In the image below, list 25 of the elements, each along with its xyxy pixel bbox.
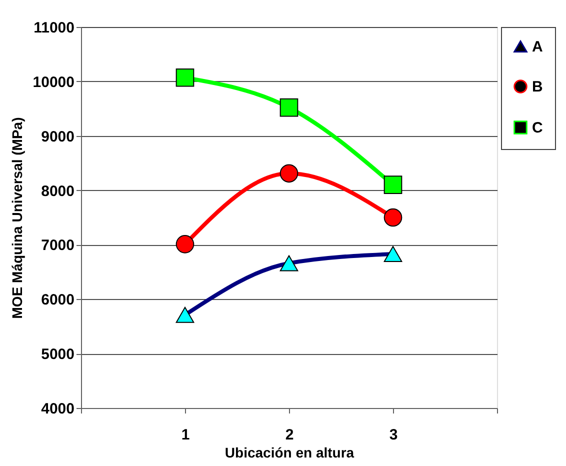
y-tick-label: 10000 (32, 74, 74, 91)
x-tick-label: 1 (181, 426, 190, 444)
y-tick-label: 6000 (41, 292, 74, 309)
legend-label: B (532, 78, 543, 96)
x-tick-label: 2 (285, 426, 294, 444)
point (384, 176, 402, 194)
legend-label: C (532, 120, 543, 136)
point (176, 235, 194, 254)
point (280, 255, 298, 272)
y-axis-title: MOE Máquina Universal (MPa) (8, 117, 25, 319)
point (280, 164, 298, 183)
x-axis-title: Ubicación en altura (224, 444, 354, 460)
x-tick-label: 3 (389, 426, 398, 444)
point (176, 306, 194, 323)
y-tick-label: 4000 (41, 400, 74, 418)
y-tick-label: 11000 (34, 20, 74, 36)
point (280, 98, 298, 117)
y-tick-label: 8000 (41, 182, 74, 200)
y-tick-label: 5000 (41, 346, 74, 364)
point (384, 208, 402, 227)
y-tick-label: 7000 (41, 237, 74, 254)
point (176, 68, 194, 87)
point (384, 246, 402, 262)
legend-label: A (532, 38, 543, 56)
y-tick-label: 9000 (41, 128, 74, 146)
